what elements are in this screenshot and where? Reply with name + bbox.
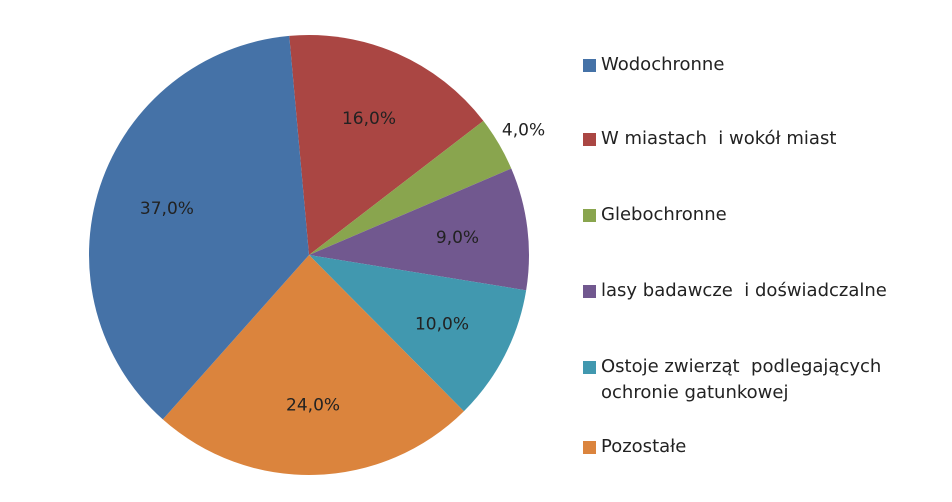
pie-slices bbox=[89, 35, 530, 476]
legend-label: Glebochronne bbox=[601, 204, 727, 225]
legend: Wodochronne W miastach i wokół miast Glebo… bbox=[583, 52, 943, 472]
legend-item-1: Wodochronne bbox=[583, 52, 941, 78]
pie-slice-5 bbox=[309, 255, 527, 412]
legend-item-3: Glebochronne bbox=[583, 202, 941, 228]
pie-slice-2 bbox=[289, 35, 484, 255]
pie-slice-4 bbox=[309, 168, 530, 291]
legend-item-4: lasy badawcze i doświadczalne bbox=[583, 278, 941, 304]
legend-item-2: W miastach i wokół miast bbox=[583, 126, 941, 152]
pie-data-label-3: 4,0% bbox=[502, 120, 545, 140]
legend-label: Pozostałe bbox=[601, 436, 687, 457]
legend-item-6: Pozostałe bbox=[583, 434, 941, 460]
pie-data-label-1: 37,0% bbox=[140, 199, 194, 219]
pie-data-labels: 16,0% 4,0% 9,0% 10,0% 24,0% 37,0% bbox=[140, 109, 545, 416]
pie-slice-1 bbox=[89, 35, 309, 420]
legend-swatch bbox=[583, 59, 596, 72]
legend-label: Wodochronne bbox=[601, 54, 725, 75]
legend-swatch bbox=[583, 285, 596, 298]
legend-swatch bbox=[583, 361, 596, 374]
pie-data-label-2: 16,0% bbox=[342, 109, 396, 129]
legend-swatch bbox=[583, 441, 596, 454]
legend-label: Ostoje zwierząt podlegających ochronie g… bbox=[601, 356, 882, 403]
legend-swatch bbox=[583, 209, 596, 222]
legend-item-5: Ostoje zwierząt podlegających ochronie g… bbox=[583, 354, 941, 406]
pie-data-label-6: 24,0% bbox=[286, 396, 340, 416]
pie-data-label-4: 9,0% bbox=[436, 228, 479, 248]
legend-label: W miastach i wokół miast bbox=[601, 128, 837, 149]
pie-slice-3 bbox=[309, 120, 512, 255]
legend-swatch bbox=[583, 133, 596, 146]
pie-slice-6 bbox=[162, 255, 464, 476]
legend-label: lasy badawcze i doświadczalne bbox=[601, 280, 887, 301]
pie-data-label-5: 10,0% bbox=[415, 314, 469, 334]
